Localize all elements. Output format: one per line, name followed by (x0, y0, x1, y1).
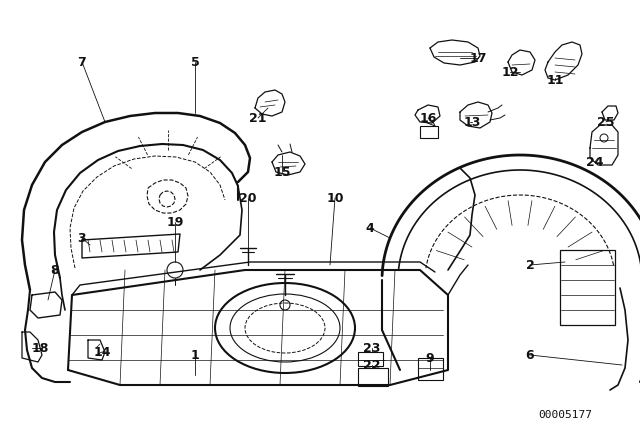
Text: 15: 15 (273, 165, 291, 178)
Text: 21: 21 (249, 112, 267, 125)
Text: 3: 3 (77, 232, 86, 245)
Bar (358, 352, 383, 366)
Text: 10: 10 (326, 191, 344, 204)
Text: 13: 13 (463, 116, 481, 129)
Text: 18: 18 (31, 341, 49, 354)
Text: 12: 12 (501, 65, 519, 78)
Text: 4: 4 (365, 221, 374, 234)
Text: 6: 6 (525, 349, 534, 362)
Text: 23: 23 (364, 341, 381, 354)
Text: 5: 5 (191, 56, 200, 69)
Text: 22: 22 (364, 358, 381, 371)
Text: 17: 17 (469, 52, 487, 65)
Text: 11: 11 (547, 73, 564, 86)
Text: 7: 7 (77, 56, 86, 69)
Text: 16: 16 (419, 112, 436, 125)
Text: 14: 14 (93, 345, 111, 358)
Text: 25: 25 (597, 116, 615, 129)
Bar (358, 368, 388, 386)
Text: 24: 24 (586, 155, 604, 168)
Text: 1: 1 (191, 349, 200, 362)
Bar (560, 250, 615, 325)
Bar (418, 358, 443, 380)
Text: 19: 19 (166, 215, 184, 228)
Text: 2: 2 (525, 258, 534, 271)
Text: 8: 8 (51, 263, 60, 276)
Text: 20: 20 (239, 191, 257, 204)
Text: 00005177: 00005177 (538, 410, 592, 420)
Text: 9: 9 (426, 352, 435, 365)
Bar (420, 126, 438, 138)
